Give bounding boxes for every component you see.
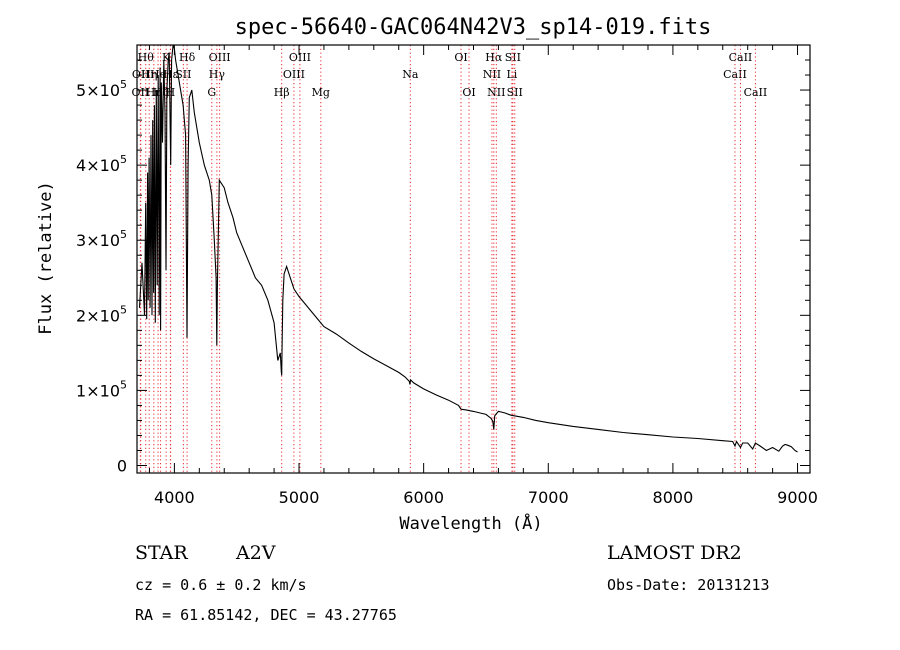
spectral-line-label: SII (175, 68, 191, 81)
y-axis-label: Flux (relative) (36, 181, 56, 335)
spectral-line-label: CaII (729, 51, 753, 64)
y-tick-exponent: 5 (120, 303, 127, 316)
spectral-line-label: Hβ (274, 86, 290, 99)
y-tick-label: 3×105 (76, 228, 127, 250)
spectral-line-label: SII (507, 86, 523, 99)
y-tick-exponent: 5 (120, 78, 127, 91)
spectral-line-label: NII (483, 68, 501, 81)
y-tick-label: 4×105 (76, 153, 127, 175)
spectral-line-label: Li (506, 68, 517, 81)
coordinates: RA = 61.85142, DEC = 43.27765 (135, 606, 397, 624)
spectral-line-label: Na (402, 68, 419, 81)
chart-title: spec-56640-GAC064N42V3_sp14-019.fits (235, 15, 712, 40)
observation-date: Obs-Date: 20131213 (607, 576, 770, 594)
spectral-line-label: Hθ (138, 51, 155, 64)
spectral-line-label: OI (454, 51, 467, 64)
subclass: A2V (235, 542, 276, 564)
y-tick-mantissa: 2×10 (76, 306, 120, 325)
y-tick-mantissa: 4×10 (76, 156, 120, 175)
y-tick-label: 1×105 (76, 378, 127, 400)
x-tick-label: 5000 (279, 488, 320, 507)
y-tick-label: 0 (117, 456, 127, 475)
spectral-line-label: OII (132, 86, 150, 99)
spectral-line-label: OII (132, 68, 150, 81)
spectral-line-label: CaII (744, 86, 768, 99)
spectral-line-label: NII (487, 86, 505, 99)
plot-frame (136, 44, 811, 474)
spectral-line-label: Hδ (179, 51, 196, 64)
y-tick-mantissa: 1×10 (76, 381, 120, 400)
object-class: STAR (135, 542, 188, 564)
spectral-line-label: H (166, 86, 176, 99)
spectral-line-label: OIII (283, 68, 305, 81)
y-tick-exponent: 5 (120, 153, 127, 166)
spectral-line-label: Hη (141, 68, 157, 81)
x-axis-label: Wavelength (Å) (399, 512, 542, 534)
survey-name: LAMOST DR2 (607, 542, 742, 564)
x-tick-label: 6000 (403, 488, 444, 507)
y-tick-mantissa: 5×10 (76, 81, 120, 100)
x-tick-label: 7000 (528, 488, 569, 507)
x-axis-ticks: 4000 5000 6000 7000 8000 9000 (148, 45, 818, 507)
spectral-line-label: SII (505, 51, 521, 64)
y-tick-exponent: 5 (120, 378, 127, 391)
x-tick-label: 9000 (777, 488, 818, 507)
spectral-line-label: Hγ (209, 68, 226, 81)
spectral-line-label: K (162, 51, 171, 64)
spectral-line-label: Hα (485, 51, 503, 64)
spectral-line-label: He (150, 68, 166, 81)
y-tick-label: 5×105 (76, 78, 127, 100)
spectral-line-label: OIII (289, 51, 311, 64)
y-tick-label: 2×105 (76, 303, 127, 325)
spectrum-line (138, 44, 798, 453)
spectral-line-label: G (207, 86, 216, 99)
spectral-line-markers: OIIOIIHθHηHηHeHζKHHεSIIHδGHγOIIIHβOIIIOI… (132, 45, 768, 473)
spectral-line-label: OIII (209, 51, 231, 64)
spectral-line-label: CaII (723, 68, 747, 81)
y-tick-exponent: 5 (120, 228, 127, 241)
spectral-line-label: OI (462, 86, 475, 99)
x-tick-label: 4000 (154, 488, 195, 507)
y-tick-mantissa: 0 (117, 456, 127, 475)
redshift-cz: cz = 0.6 ± 0.2 km/s (135, 576, 307, 594)
x-tick-label: 8000 (653, 488, 694, 507)
y-tick-mantissa: 3×10 (76, 231, 120, 250)
spectral-line-label: Mg (312, 86, 330, 99)
